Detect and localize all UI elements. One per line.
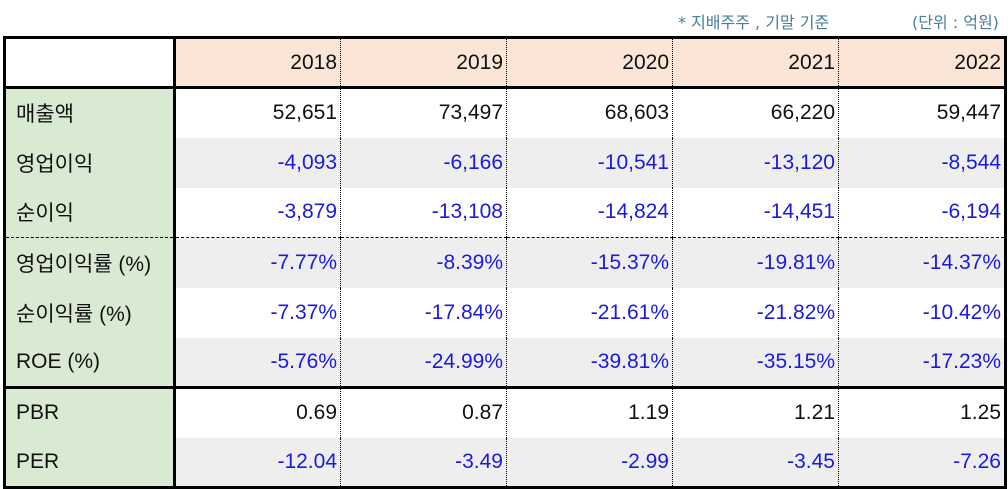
table-caption: * 지배주주 , 기말 기준 (단위 : 억원) <box>0 0 1008 36</box>
table-row: 순이익률 (%) -7.37% -17.84% -21.61% -21.82% … <box>3 287 1007 338</box>
table-cell: -7.26 <box>838 437 1007 489</box>
table-cell: 0.87 <box>340 387 507 438</box>
table-row: 영업이익 -4,093 -6,166 -10,541 -13,120 -8,54… <box>3 137 1007 188</box>
table-cell: -21.61% <box>506 287 673 338</box>
table-cell: 66,220 <box>672 86 839 138</box>
table-cell: -3.45 <box>672 437 839 489</box>
table-cell: -2.99 <box>506 437 673 489</box>
table-cell: -7.77% <box>174 237 341 288</box>
table-row: 매출액 52,651 73,497 68,603 66,220 59,447 <box>3 86 1007 138</box>
table-cell: -3.49 <box>340 437 507 489</box>
row-label: 매출액 <box>3 86 176 138</box>
table-cell: 1.19 <box>506 387 673 438</box>
table-cell: -19.81% <box>672 237 839 288</box>
year-header-row: 2018 2019 2020 2021 2022 <box>3 36 1007 89</box>
table-cell: -8,544 <box>838 137 1007 188</box>
table-cell: -10,541 <box>506 137 673 188</box>
table-cell: -17.23% <box>838 337 1007 389</box>
year-header: 2018 <box>174 36 341 89</box>
table-cell: -21.82% <box>672 287 839 338</box>
table-cell: -39.81% <box>506 337 673 389</box>
table-cell: 59,447 <box>838 86 1007 138</box>
unit-note: (단위 : 억원) <box>912 13 999 32</box>
row-label: ROE (%) <box>3 337 176 389</box>
table-row: 영업이익률 (%) -7.77% -8.39% -15.37% -19.81% … <box>3 237 1007 288</box>
table-cell: -13,108 <box>340 187 507 238</box>
table-cell: 73,497 <box>340 86 507 138</box>
row-label: 순이익 <box>3 187 176 238</box>
table-cell: 1.25 <box>838 387 1007 438</box>
table-cell: -35.15% <box>672 337 839 389</box>
table-cell: -13,120 <box>672 137 839 188</box>
table-cell: 0.69 <box>174 387 341 438</box>
table-row: PBR 0.69 0.87 1.19 1.21 1.25 <box>3 387 1007 438</box>
table-cell: -12.04 <box>174 437 341 489</box>
table-cell: -6,194 <box>838 187 1007 238</box>
table-cell: 68,603 <box>506 86 673 138</box>
table-cell: -3,879 <box>174 187 341 238</box>
table-cell: -14,451 <box>672 187 839 238</box>
year-header: 2021 <box>672 36 839 89</box>
table-cell: -4,093 <box>174 137 341 188</box>
table-cell: -7.37% <box>174 287 341 338</box>
table-cell: -15.37% <box>506 237 673 288</box>
table-cell: 1.21 <box>672 387 839 438</box>
row-label: 순이익률 (%) <box>3 287 176 338</box>
table-row: 순이익 -3,879 -13,108 -14,824 -14,451 -6,19… <box>3 187 1007 238</box>
table-cell: -14,824 <box>506 187 673 238</box>
financial-table: 2018 2019 2020 2021 2022 매출액 52,651 73,4… <box>3 36 1007 489</box>
table-row: PER -12.04 -3.49 -2.99 -3.45 -7.26 <box>3 437 1007 489</box>
row-label: 영업이익률 (%) <box>3 237 176 288</box>
row-label: PER <box>3 437 176 489</box>
corner-cell <box>3 36 176 89</box>
table-cell: -24.99% <box>340 337 507 389</box>
year-header: 2019 <box>340 36 507 89</box>
table-cell: -14.37% <box>838 237 1007 288</box>
table-row: ROE (%) -5.76% -24.99% -39.81% -35.15% -… <box>3 337 1007 389</box>
year-header: 2022 <box>838 36 1007 89</box>
table-cell: 52,651 <box>174 86 341 138</box>
row-label: PBR <box>3 387 176 438</box>
row-label: 영업이익 <box>3 137 176 188</box>
year-header: 2020 <box>506 36 673 89</box>
basis-note: * 지배주주 , 기말 기준 <box>678 13 830 32</box>
table-cell: -10.42% <box>838 287 1007 338</box>
table-cell: -8.39% <box>340 237 507 288</box>
table-cell: -17.84% <box>340 287 507 338</box>
table-cell: -5.76% <box>174 337 341 389</box>
table-cell: -6,166 <box>340 137 507 188</box>
